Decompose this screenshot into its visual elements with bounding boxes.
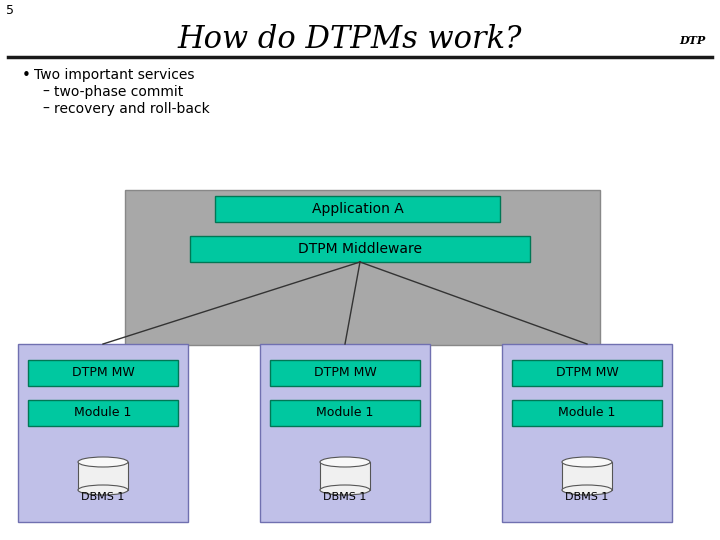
Text: DTPM MW: DTPM MW: [314, 367, 377, 380]
FancyBboxPatch shape: [502, 344, 672, 522]
Text: Module 1: Module 1: [558, 407, 616, 420]
FancyBboxPatch shape: [28, 400, 178, 426]
Text: Module 1: Module 1: [316, 407, 374, 420]
FancyBboxPatch shape: [270, 360, 420, 386]
Ellipse shape: [562, 485, 612, 495]
FancyBboxPatch shape: [320, 462, 370, 490]
Text: DTPM Middleware: DTPM Middleware: [298, 242, 422, 256]
Text: –: –: [42, 102, 49, 116]
FancyBboxPatch shape: [260, 344, 430, 522]
Text: two-phase commit: two-phase commit: [54, 85, 184, 99]
FancyBboxPatch shape: [18, 344, 188, 522]
Text: DTPM MW: DTPM MW: [71, 367, 135, 380]
Text: •: •: [22, 68, 31, 83]
FancyBboxPatch shape: [215, 196, 500, 222]
Text: DTPM MW: DTPM MW: [556, 367, 618, 380]
Ellipse shape: [320, 485, 370, 495]
Text: Application A: Application A: [312, 202, 403, 216]
Ellipse shape: [78, 457, 128, 467]
FancyBboxPatch shape: [125, 190, 600, 345]
Text: DTP: DTP: [680, 35, 706, 45]
Text: How do DTPMs work?: How do DTPMs work?: [178, 24, 522, 56]
FancyBboxPatch shape: [512, 360, 662, 386]
Ellipse shape: [562, 457, 612, 467]
Text: Two important services: Two important services: [34, 68, 194, 82]
Text: Module 1: Module 1: [74, 407, 132, 420]
Text: recovery and roll-back: recovery and roll-back: [54, 102, 210, 116]
FancyBboxPatch shape: [78, 462, 128, 490]
Text: DBMS 1: DBMS 1: [565, 492, 608, 502]
Text: DBMS 1: DBMS 1: [81, 492, 125, 502]
FancyBboxPatch shape: [28, 360, 178, 386]
Text: DBMS 1: DBMS 1: [323, 492, 366, 502]
Text: –: –: [42, 85, 49, 99]
FancyBboxPatch shape: [190, 236, 530, 262]
Ellipse shape: [78, 485, 128, 495]
Text: 5: 5: [6, 4, 14, 17]
FancyBboxPatch shape: [512, 400, 662, 426]
FancyBboxPatch shape: [562, 462, 612, 490]
FancyBboxPatch shape: [270, 400, 420, 426]
Ellipse shape: [320, 457, 370, 467]
